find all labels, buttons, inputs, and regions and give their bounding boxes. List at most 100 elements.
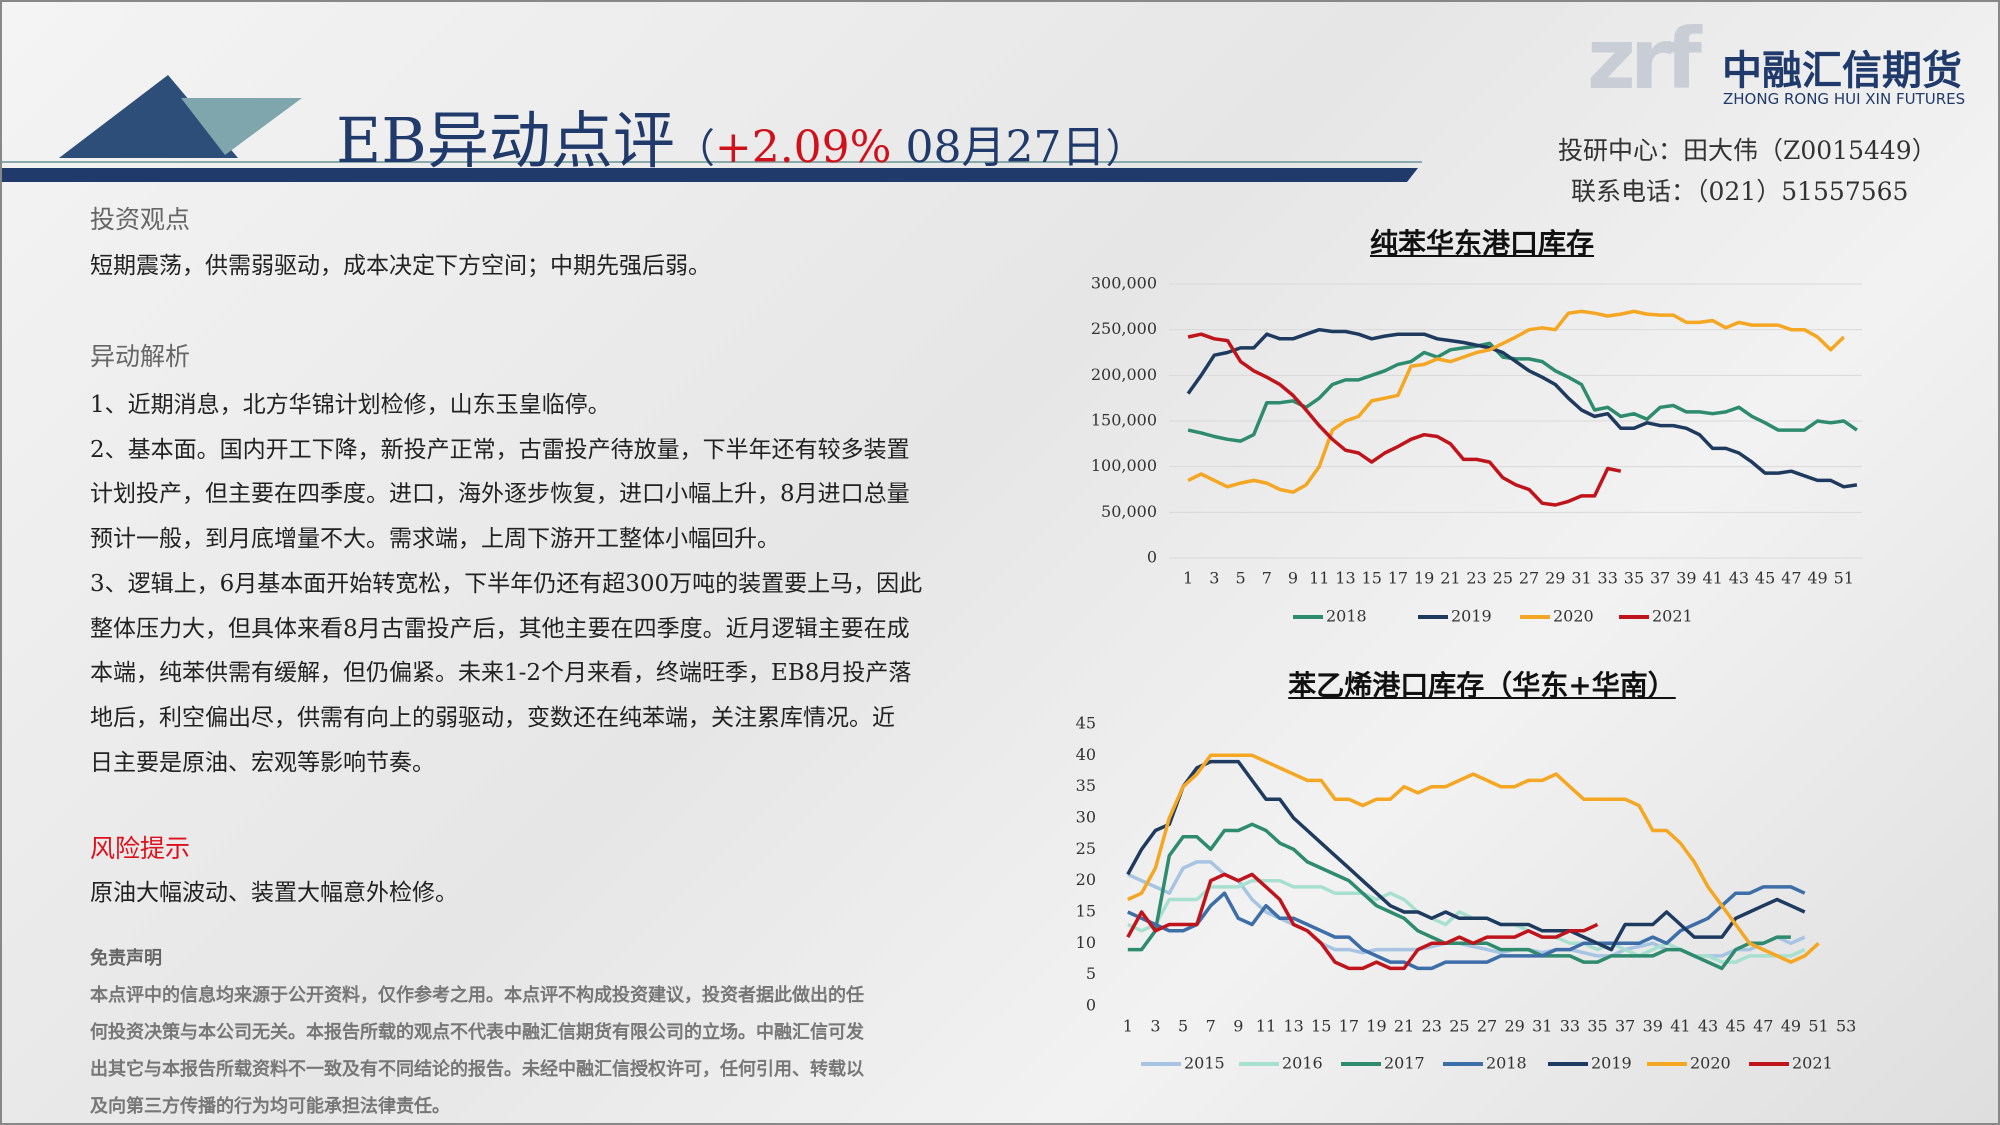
text-line: 预计一般，到月底增量不大。需求端，上周下游开工整体小幅回升。 xyxy=(90,526,780,553)
x-tick-label: 43 xyxy=(1729,569,1749,588)
x-tick-label: 11 xyxy=(1309,569,1329,588)
x-tick-label: 43 xyxy=(1698,1017,1718,1036)
y-tick-label: 35 xyxy=(1076,776,1096,795)
x-tick-label: 37 xyxy=(1615,1017,1635,1036)
disclaimer-line: 及向第三方传播的行为均可能承担法律责任。 xyxy=(90,1096,450,1117)
legend-label: 2018 xyxy=(1486,1054,1527,1073)
x-tick-label: 49 xyxy=(1807,569,1827,588)
x-tick-label: 27 xyxy=(1519,569,1539,588)
logo-en: ZHONG RONG HUI XIN FUTURES xyxy=(1723,90,1966,108)
series-line xyxy=(1126,872,1599,971)
legend-label: 2020 xyxy=(1690,1054,1731,1073)
x-tick-label: 19 xyxy=(1366,1017,1386,1036)
x-tick-label: 29 xyxy=(1545,569,1565,588)
legend-label: 2016 xyxy=(1282,1054,1323,1073)
x-tick-label: 7 xyxy=(1262,569,1272,588)
x-tick-label: 39 xyxy=(1643,1017,1663,1036)
x-tick-label: 39 xyxy=(1676,569,1696,588)
title: EB异动点评 xyxy=(336,104,675,177)
text-line: 计划投产，但主要在四季度。进口，海外逐步恢复，进口小幅上升，8月进口总量 xyxy=(90,481,910,508)
x-tick-label: 35 xyxy=(1624,569,1644,588)
x-tick-label: 41 xyxy=(1670,1017,1690,1036)
series-line xyxy=(1127,822,1791,971)
x-tick-label: 45 xyxy=(1725,1017,1745,1036)
x-tick-label: 33 xyxy=(1560,1017,1580,1036)
text-line: 2、基本面。国内开工下降，新投产正常，古雷投产待放量，下半年还有较多装置 xyxy=(90,436,910,463)
x-tick-label: 1 xyxy=(1123,1017,1133,1036)
y-tick-label: 25 xyxy=(1076,839,1096,858)
legend-label: 2017 xyxy=(1384,1054,1425,1073)
series-line xyxy=(1186,327,1858,489)
legend-label: 2018 xyxy=(1326,607,1367,626)
change: +2.09% xyxy=(714,122,892,173)
text-line: 1、近期消息，北方华锦计划检修，山东玉皇临停。 xyxy=(90,392,611,418)
x-tick-label: 17 xyxy=(1388,569,1408,588)
y-tick-label: 20 xyxy=(1076,870,1096,889)
disclaimer-heading: 免责声明 xyxy=(90,948,162,969)
x-tick-label: 23 xyxy=(1466,569,1486,588)
disclaimer-line: 出其它与本报告所载资料不一致及有不同结论的报告。未经中融汇信授权许可，任何引用、… xyxy=(90,1059,864,1080)
x-tick-label: 1 xyxy=(1183,569,1193,588)
x-tick-label: 13 xyxy=(1283,1017,1303,1036)
y-tick-label: 300,000 xyxy=(1091,274,1157,293)
logo-mark: zrf xyxy=(1587,10,1702,108)
y-tick-label: 30 xyxy=(1076,808,1096,827)
x-tick-label: 51 xyxy=(1808,1017,1828,1036)
series-line xyxy=(1187,332,1622,507)
title-row: EB异动点评（+2.09% 08月27日） xyxy=(336,90,1145,180)
section-heading: 风险提示 xyxy=(90,834,191,863)
x-tick-label: 25 xyxy=(1449,1017,1469,1036)
x-tick-label: 29 xyxy=(1504,1017,1524,1036)
text: 原油大幅波动、装置大幅意外检修。 xyxy=(90,880,458,906)
x-tick-label: 11 xyxy=(1256,1017,1276,1036)
text-line: 本端，纯苯供需有缓解，但仍偏紧。未来1-2个月来看，终端旺季，EB8月投产落 xyxy=(90,660,912,687)
x-tick-label: 31 xyxy=(1532,1017,1552,1036)
x-tick-label: 9 xyxy=(1233,1017,1243,1036)
series-line xyxy=(1187,309,1846,494)
x-tick-label: 33 xyxy=(1598,569,1618,588)
legend-label: 2015 xyxy=(1184,1054,1225,1073)
section-heading: 异动解析 xyxy=(90,342,191,371)
y-tick-label: 100,000 xyxy=(1091,456,1157,475)
text-line: 整体压力大，但具体来看8月古雷投产后，其他主要在四季度。近月逻辑主要在成 xyxy=(90,615,910,642)
legend-label: 2021 xyxy=(1792,1054,1833,1073)
disclaimer-line: 本点评中的信息均来源于公开资料，仅作参考之用。本点评不构成投资建议，投资者据此做… xyxy=(90,985,864,1006)
x-tick-label: 47 xyxy=(1753,1017,1773,1036)
series-line xyxy=(1127,753,1820,964)
triangle xyxy=(181,98,302,155)
x-tick-label: 31 xyxy=(1571,569,1591,588)
legend-label: 2019 xyxy=(1451,607,1492,626)
date: 08月27日 xyxy=(905,122,1106,173)
x-tick-label: 53 xyxy=(1836,1017,1856,1036)
text: 短期震荡，供需弱驱动，成本决定下方空间；中期先强后弱。 xyxy=(90,253,711,279)
analyst: 投研中心：田大伟（Z0015449） xyxy=(1558,136,1937,165)
chart-title: 苯乙烯港口库存（华东+华南） xyxy=(1288,669,1676,702)
text-line: 3、逻辑上，6月基本面开始转宽松，下半年仍还有超300万吨的装置要上马，因此 xyxy=(90,570,923,597)
x-tick-label: 5 xyxy=(1178,1017,1188,1036)
triangle xyxy=(59,75,238,158)
legend-label: 2021 xyxy=(1652,607,1693,626)
y-tick-label: 10 xyxy=(1076,933,1096,952)
legend-label: 2019 xyxy=(1591,1054,1632,1073)
x-tick-label: 15 xyxy=(1311,1017,1331,1036)
x-tick-label: 25 xyxy=(1493,569,1513,588)
phone: 联系电话：（021）51557565 xyxy=(1571,177,1909,206)
x-tick-label: 51 xyxy=(1834,569,1854,588)
y-tick-label: 50,000 xyxy=(1101,502,1157,521)
text-line: 地后，利空偏出尽，供需有向上的弱驱动，变数还在纯苯端，关注累库情况。近 xyxy=(90,704,895,731)
logo-name: 中融汇信期货 xyxy=(1722,48,1962,94)
x-tick-label: 45 xyxy=(1755,569,1775,588)
header-bar xyxy=(2,168,1418,182)
y-tick-label: 250,000 xyxy=(1091,319,1157,338)
x-tick-label: 15 xyxy=(1362,569,1382,588)
x-tick-label: 21 xyxy=(1440,569,1460,588)
y-tick-label: 0 xyxy=(1147,548,1157,567)
section-heading: 投资观点 xyxy=(90,205,191,234)
x-tick-label: 5 xyxy=(1235,569,1245,588)
text-line: 日主要是原油、宏观等影响节奏。 xyxy=(90,749,435,776)
disclaimer-line: 何投资决策与本公司无关。本报告所载的观点不代表中融汇信期货有限公司的立场。中融汇… xyxy=(90,1022,864,1043)
x-tick-label: 3 xyxy=(1209,569,1219,588)
legend-label: 2020 xyxy=(1553,607,1594,626)
